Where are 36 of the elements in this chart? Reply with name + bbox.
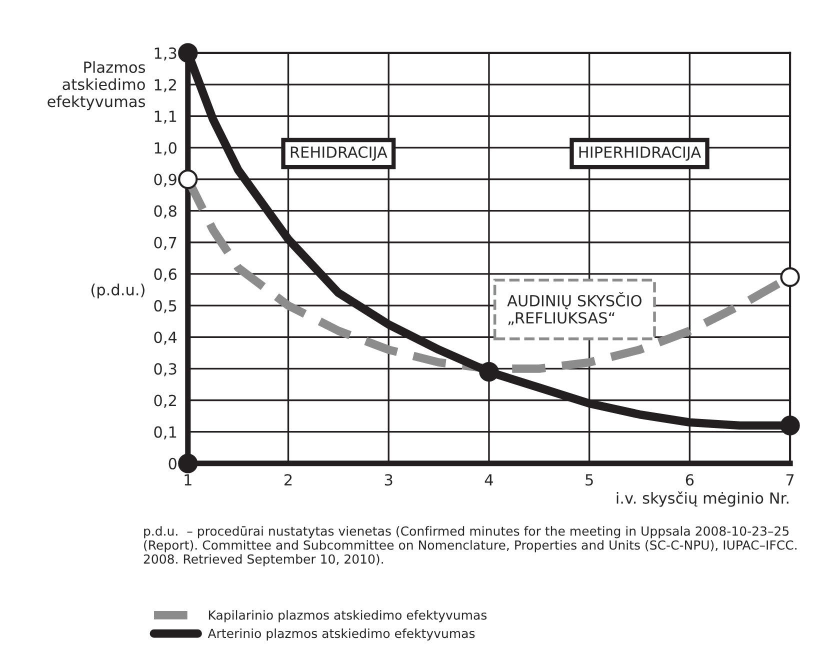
point	[780, 416, 800, 436]
y-tick-label: 1,1	[154, 110, 176, 124]
x-axis-title: i.v. skysčių mėginio Nr.	[616, 491, 788, 507]
annotation: HIPERHIDRACIJA	[579, 146, 702, 161]
y-tick-label: 1,2	[154, 79, 176, 92]
text: p.d.u. – procedūrai nustatytas vienetas (Confirmed minutes for the meeting in Uppsala 2008-10-23–25 (Report). Committee and Subcommittee on Nomenclature, Properties and Units (SC-C-NPU), IUPAC–IFCC. 2008. Retrieved September 10, 2010).	[144, 526, 796, 566]
point	[178, 454, 198, 474]
annotation: AUDINIŲ SKYSČIO „REFLIUKSAS“	[507, 292, 642, 326]
y-tick-label: 1,0	[154, 142, 176, 156]
point	[479, 362, 499, 382]
x-tick-label: 2	[284, 474, 292, 486]
y-tick-label: 0,1	[154, 426, 176, 440]
y-tick-label: 0,7	[154, 236, 176, 250]
annotation: REHIDRACIJA	[290, 146, 388, 161]
x-tick-label: 5	[586, 474, 593, 486]
y-tick-label: 0,3	[154, 363, 176, 376]
y-tick-label: 0,2	[154, 394, 176, 408]
text: (p.d.u.)	[92, 284, 144, 298]
x-tick-label: 1	[184, 474, 192, 486]
y-tick-label: 0,5	[154, 300, 176, 314]
x-tick-label: 4	[484, 474, 493, 486]
y-tick-label: 0	[168, 458, 176, 470]
point	[178, 43, 198, 63]
legend-label: Arterinio plazmos atskiedimo efektyvumas	[208, 628, 475, 641]
point	[178, 169, 198, 190]
y-axis-title: Plazmos atskiedimo efektyvumas	[48, 61, 146, 110]
x-tick-label: 3	[384, 474, 392, 486]
y-tick-label: 0,6	[154, 268, 177, 282]
point	[780, 267, 800, 287]
y-tick-label: 1,3	[154, 47, 176, 61]
y-tick-label: 0,4	[154, 332, 177, 345]
x-tick-label: 7	[786, 474, 794, 486]
x-tick-label: 6	[686, 474, 694, 486]
y-tick-label: 0,9	[154, 174, 176, 187]
legend-label: Kapilarinio plazmos atskiedimo efektyvumas	[208, 610, 487, 622]
y-tick-label: 0,8	[154, 205, 176, 218]
